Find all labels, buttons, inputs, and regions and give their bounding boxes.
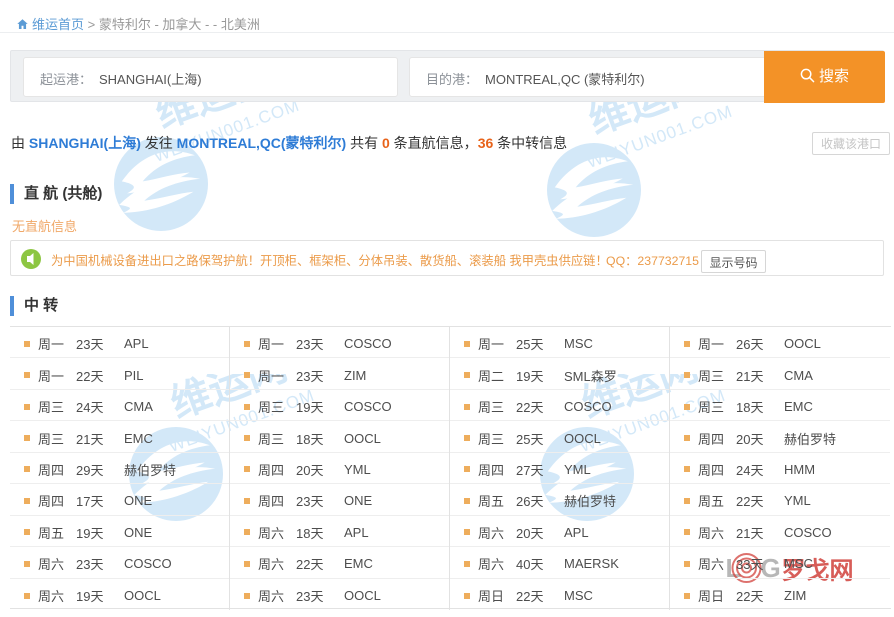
svg-text:WEIYUN001.COM: WEIYUN001.COM (151, 96, 302, 166)
svg-text:WEIYUN001.COM: WEIYUN001.COM (584, 102, 735, 172)
